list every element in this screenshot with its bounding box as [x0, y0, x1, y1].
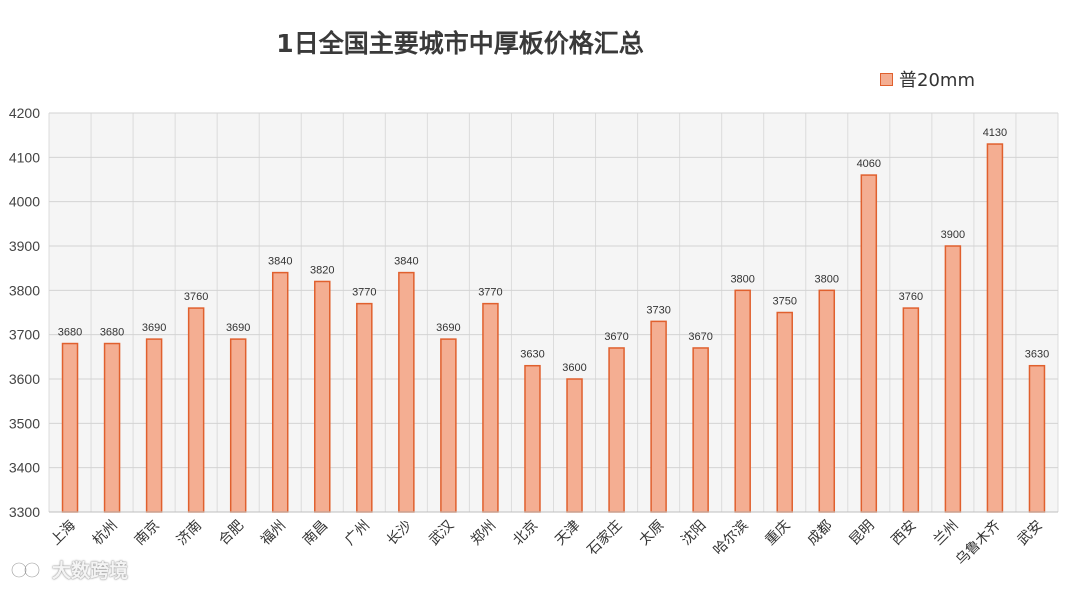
x-tick-label: 石家庄 — [584, 517, 626, 559]
x-tick-label: 济南 — [174, 518, 205, 549]
data-label: 3900 — [941, 229, 965, 241]
x-tick-label: 哈尔滨 — [711, 518, 752, 559]
data-label: 3760 — [184, 291, 208, 303]
data-label: 3730 — [646, 304, 670, 316]
y-tick-label: 4000 — [9, 194, 40, 210]
x-tick-label: 武汉 — [426, 518, 457, 549]
bar — [314, 280, 331, 513]
y-tick-label: 3400 — [9, 460, 40, 476]
data-label: 3760 — [899, 291, 923, 303]
bar — [398, 271, 415, 513]
x-tick-label: 天津 — [552, 518, 583, 549]
x-tick-label: 福州 — [258, 518, 289, 549]
chart-title: 1日全国主要城市中厚板价格汇总 — [276, 29, 644, 58]
watermark: 大数跨境 — [8, 556, 128, 583]
data-label: 3840 — [268, 256, 292, 268]
data-label: 4130 — [983, 127, 1007, 139]
data-label: 3770 — [478, 287, 502, 299]
x-tick-label: 上海 — [48, 518, 79, 549]
x-tick-label: 重庆 — [762, 518, 793, 549]
data-label: 3680 — [58, 327, 82, 339]
bar — [902, 307, 920, 513]
bar — [734, 289, 751, 513]
x-tick-label: 西安 — [889, 518, 920, 549]
x-tick-label: 长沙 — [384, 518, 415, 549]
x-tick-label: 广州 — [342, 518, 373, 549]
x-tick-label: 合肥 — [216, 518, 247, 549]
bar — [818, 289, 836, 513]
x-tick-label: 昆明 — [847, 518, 878, 549]
y-tick-label: 3900 — [9, 238, 40, 254]
bar — [440, 338, 457, 513]
data-label: 3690 — [142, 322, 166, 334]
bar — [566, 378, 583, 513]
legend-swatch — [880, 72, 893, 86]
data-label: 3600 — [562, 362, 586, 374]
bar — [229, 338, 247, 513]
y-tick-label: 3300 — [9, 504, 40, 520]
x-tick-label: 南昌 — [300, 518, 331, 549]
bar — [61, 342, 79, 513]
chart-legend: 普20mm — [880, 66, 975, 92]
bar — [271, 271, 289, 513]
data-label: 3670 — [604, 331, 628, 343]
data-label: 3690 — [436, 322, 460, 334]
x-tick-label: 兰州 — [931, 518, 962, 549]
bar — [187, 307, 205, 513]
y-tick-label: 3600 — [9, 371, 40, 387]
bar — [1028, 364, 1046, 513]
bar — [944, 245, 962, 513]
y-tick-label: 4200 — [9, 105, 40, 121]
data-label: 3690 — [226, 322, 250, 334]
x-tick-label: 郑州 — [468, 518, 499, 549]
bar — [608, 347, 625, 513]
x-tick-label: 武安 — [1015, 518, 1046, 549]
bar — [482, 302, 499, 513]
x-tick-label: 北京 — [510, 518, 541, 549]
y-tick-label: 4100 — [9, 149, 40, 165]
bar — [986, 143, 1004, 513]
data-label: 3800 — [815, 273, 839, 285]
data-label: 3750 — [772, 296, 796, 308]
y-tick-label: 3700 — [9, 327, 40, 343]
x-tick-label: 成都 — [804, 518, 835, 549]
data-label: 3670 — [688, 331, 712, 343]
data-label: 3820 — [310, 264, 334, 276]
bar — [776, 311, 793, 513]
data-label: 3840 — [394, 256, 418, 268]
data-label: 3680 — [100, 327, 124, 339]
x-tick-label: 乌鲁木齐 — [953, 518, 1004, 569]
bar — [145, 338, 163, 513]
bar — [860, 174, 878, 513]
y-tick-label: 3500 — [9, 415, 40, 431]
x-tick-label: 南京 — [132, 518, 163, 549]
data-label: 4060 — [857, 158, 881, 170]
legend-label: 普20mm — [899, 70, 975, 91]
data-label: 3630 — [520, 349, 544, 361]
data-label: 3800 — [730, 273, 754, 285]
bar — [524, 364, 541, 513]
bar — [103, 342, 121, 513]
x-tick-label: 沈阳 — [678, 518, 709, 549]
x-tick-label: 杭州 — [90, 518, 121, 549]
bar — [692, 347, 709, 513]
bar — [650, 320, 667, 513]
link-logo-icon — [10, 561, 41, 578]
x-tick-label: 太原 — [636, 518, 667, 549]
data-label: 3630 — [1025, 349, 1049, 361]
data-label: 3770 — [352, 287, 376, 299]
y-tick-label: 3800 — [9, 282, 40, 298]
watermark-text: 大数跨境 — [52, 560, 129, 582]
bar — [356, 302, 373, 513]
